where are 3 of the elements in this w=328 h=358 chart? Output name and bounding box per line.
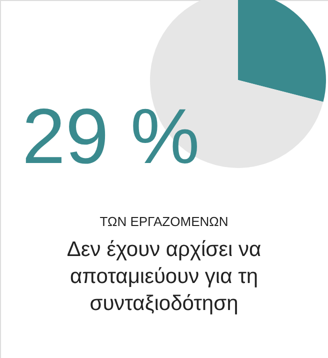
text: Δεν έχουν αρχίσει να αποταμιεύουν για τη συνταξιοδότηση: [66, 238, 262, 315]
text: 29 %: [22, 92, 200, 180]
text: ΤΩΝ ΕΡΓΑΖΟΜΕΝΩΝ: [100, 214, 228, 229]
